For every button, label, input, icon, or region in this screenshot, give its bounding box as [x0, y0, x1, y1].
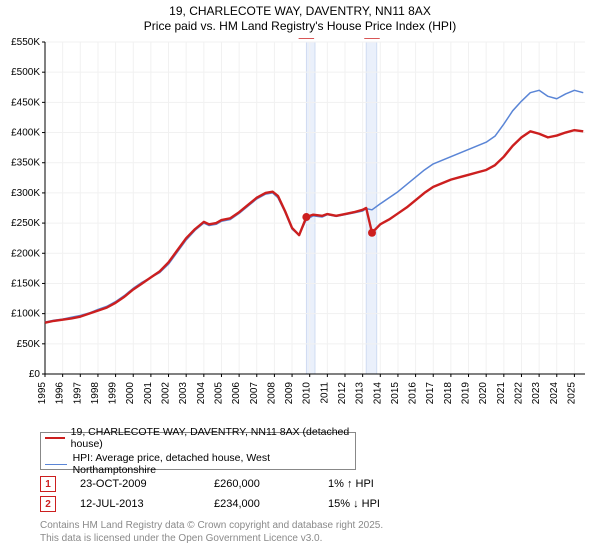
svg-text:1996: 1996 — [55, 382, 66, 405]
svg-text:2008: 2008 — [266, 382, 277, 405]
svg-text:1995: 1995 — [37, 382, 48, 405]
marker-price: £234,000 — [214, 498, 304, 510]
svg-text:£350K: £350K — [11, 158, 40, 169]
marker-date: 12-JUL-2013 — [80, 498, 190, 510]
marker-row: 1 23-OCT-2009 £260,000 1% ↑ HPI — [40, 474, 560, 494]
svg-text:£500K: £500K — [11, 67, 40, 78]
svg-text:1999: 1999 — [108, 382, 119, 405]
svg-text:2009: 2009 — [284, 382, 295, 405]
svg-text:£450K: £450K — [11, 97, 40, 108]
svg-text:2005: 2005 — [213, 382, 224, 405]
legend-text: HPI: Average price, detached house, West… — [73, 452, 351, 476]
legend-box: 19, CHARLECOTE WAY, DAVENTRY, NN11 8AX (… — [40, 432, 356, 470]
marker-badge: 1 — [40, 476, 56, 492]
legend-swatch-red — [45, 437, 65, 439]
svg-text:2022: 2022 — [513, 382, 524, 405]
footer-attribution: Contains HM Land Registry data © Crown c… — [40, 520, 570, 545]
svg-text:2025: 2025 — [566, 382, 577, 405]
svg-text:2004: 2004 — [196, 382, 207, 405]
title-line-1: 19, CHARLECOTE WAY, DAVENTRY, NN11 8AX — [0, 4, 600, 19]
legend-swatch-blue — [45, 464, 67, 465]
footer-line: Contains HM Land Registry data © Crown c… — [40, 520, 570, 533]
svg-text:2002: 2002 — [161, 382, 172, 405]
svg-text:2023: 2023 — [531, 382, 542, 405]
footer-line: This data is licensed under the Open Gov… — [40, 533, 570, 546]
svg-text:2014: 2014 — [372, 382, 383, 405]
svg-text:2006: 2006 — [231, 382, 242, 405]
chart-title: 19, CHARLECOTE WAY, DAVENTRY, NN11 8AX P… — [0, 0, 600, 34]
svg-text:2015: 2015 — [390, 382, 401, 405]
svg-text:£250K: £250K — [11, 218, 40, 229]
svg-text:2011: 2011 — [319, 382, 330, 404]
svg-text:2010: 2010 — [302, 382, 313, 405]
svg-text:2016: 2016 — [408, 382, 419, 405]
marker-date: 23-OCT-2009 — [80, 478, 190, 490]
svg-text:2020: 2020 — [478, 382, 489, 405]
svg-text:2024: 2024 — [549, 382, 560, 405]
svg-text:2018: 2018 — [443, 382, 454, 405]
svg-text:2019: 2019 — [461, 382, 472, 405]
svg-text:£550K: £550K — [11, 38, 40, 48]
svg-text:2001: 2001 — [143, 382, 154, 405]
svg-text:£150K: £150K — [11, 278, 40, 289]
svg-text:1998: 1998 — [90, 382, 101, 405]
svg-text:£200K: £200K — [11, 248, 40, 259]
svg-text:£300K: £300K — [11, 188, 40, 199]
svg-text:2000: 2000 — [125, 382, 136, 405]
line-chart: £0 £50K £100K £150K £200K £250K £300K £350K £400… — [0, 38, 600, 428]
marker-badge: 2 — [40, 496, 56, 512]
marker-price: £260,000 — [214, 478, 304, 490]
svg-text:£100K: £100K — [11, 309, 40, 320]
svg-text:£400K: £400K — [11, 128, 40, 139]
svg-text:2003: 2003 — [178, 382, 189, 405]
marker-pct: 1% ↑ HPI — [328, 478, 448, 490]
svg-text:1997: 1997 — [72, 382, 83, 405]
svg-text:2007: 2007 — [249, 382, 260, 405]
svg-text:£50K: £50K — [17, 339, 41, 350]
legend-text: 19, CHARLECOTE WAY, DAVENTRY, NN11 8AX (… — [71, 426, 351, 450]
svg-text:2017: 2017 — [425, 382, 436, 405]
marker-row: 2 12-JUL-2013 £234,000 15% ↓ HPI — [40, 494, 560, 514]
legend-row: HPI: Average price, detached house, West… — [45, 452, 351, 476]
legend-row: 19, CHARLECOTE WAY, DAVENTRY, NN11 8AX (… — [45, 426, 351, 450]
title-line-2: Price paid vs. HM Land Registry's House … — [0, 19, 600, 34]
svg-text:2013: 2013 — [355, 382, 366, 405]
svg-text:2021: 2021 — [496, 382, 507, 405]
chart-area: £0 £50K £100K £150K £200K £250K £300K £350K £400… — [0, 38, 600, 428]
svg-text:£0: £0 — [29, 369, 41, 380]
svg-text:2012: 2012 — [337, 382, 348, 405]
marker-pct: 15% ↓ HPI — [328, 498, 448, 510]
marker-table: 1 23-OCT-2009 £260,000 1% ↑ HPI 2 12-JUL… — [40, 474, 560, 514]
